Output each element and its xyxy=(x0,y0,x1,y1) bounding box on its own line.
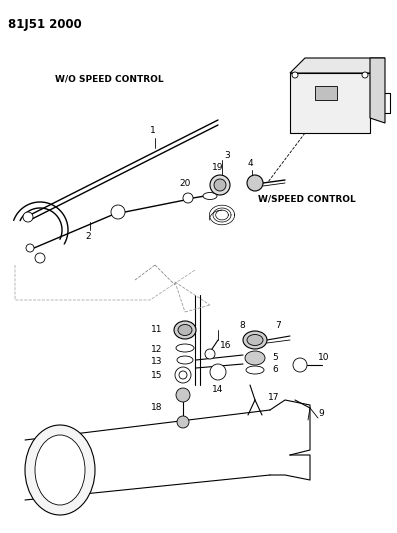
Circle shape xyxy=(214,179,226,191)
Text: 9: 9 xyxy=(318,409,324,418)
Circle shape xyxy=(26,244,34,252)
Ellipse shape xyxy=(174,321,196,339)
Text: 18: 18 xyxy=(150,403,162,413)
Circle shape xyxy=(35,253,45,263)
Circle shape xyxy=(179,371,187,379)
Text: 20: 20 xyxy=(179,179,191,188)
Text: 13: 13 xyxy=(150,357,162,366)
Ellipse shape xyxy=(176,344,194,352)
Text: W/O SPEED CONTROL: W/O SPEED CONTROL xyxy=(55,75,164,84)
Ellipse shape xyxy=(177,356,193,364)
Ellipse shape xyxy=(203,192,217,199)
Circle shape xyxy=(293,358,307,372)
Circle shape xyxy=(177,416,189,428)
Text: W/SPEED CONTROL: W/SPEED CONTROL xyxy=(258,195,356,204)
Polygon shape xyxy=(370,58,385,123)
Circle shape xyxy=(362,72,368,78)
Circle shape xyxy=(176,388,190,402)
Text: 12: 12 xyxy=(150,344,162,353)
Circle shape xyxy=(247,175,263,191)
Text: 16: 16 xyxy=(220,341,231,350)
Text: 6: 6 xyxy=(272,366,278,375)
Circle shape xyxy=(292,72,298,78)
Circle shape xyxy=(183,193,193,203)
Bar xyxy=(290,73,370,133)
Circle shape xyxy=(210,175,230,195)
Text: 10: 10 xyxy=(318,353,330,362)
Text: 19: 19 xyxy=(212,163,224,172)
Ellipse shape xyxy=(25,425,95,515)
Text: 8: 8 xyxy=(239,320,245,329)
Polygon shape xyxy=(290,58,385,73)
Text: 7: 7 xyxy=(275,321,281,330)
Text: 17: 17 xyxy=(268,393,279,402)
Ellipse shape xyxy=(246,366,264,374)
Text: 2: 2 xyxy=(85,232,91,241)
Text: 5: 5 xyxy=(272,353,278,362)
Circle shape xyxy=(175,367,191,383)
Circle shape xyxy=(111,205,125,219)
Circle shape xyxy=(205,349,215,359)
Ellipse shape xyxy=(178,325,192,335)
Text: 15: 15 xyxy=(150,370,162,379)
Text: 3: 3 xyxy=(224,150,230,159)
Text: 1: 1 xyxy=(150,126,156,135)
Bar xyxy=(315,86,337,100)
Ellipse shape xyxy=(243,331,267,349)
Text: 11: 11 xyxy=(150,326,162,335)
Ellipse shape xyxy=(247,335,263,345)
Circle shape xyxy=(23,212,33,222)
Text: 4: 4 xyxy=(247,159,253,168)
Circle shape xyxy=(210,364,226,380)
Text: 14: 14 xyxy=(212,385,224,394)
Ellipse shape xyxy=(245,351,265,365)
Text: 81J51 2000: 81J51 2000 xyxy=(8,18,82,31)
Ellipse shape xyxy=(35,435,85,505)
